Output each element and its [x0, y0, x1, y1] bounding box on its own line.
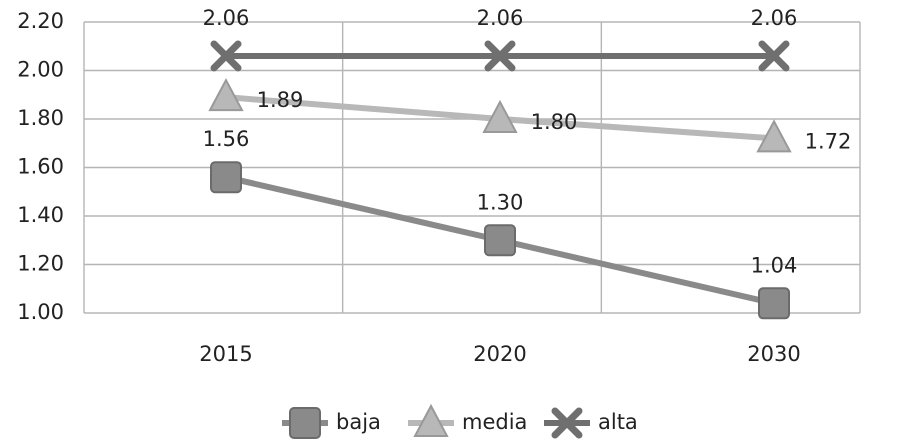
data-label-layer: 1.56 1.30 1.04 1.89 1.80 1.72 2.06 2.06 2.06 [203, 6, 852, 277]
x-axis-tick-labels: 2015 2020 2030 [199, 342, 800, 366]
marker-stroke [551, 407, 583, 439]
marker-stroke [758, 40, 790, 72]
legend-item-alta: alta [544, 407, 638, 439]
series-media [208, 78, 792, 153]
data-point-media [756, 119, 792, 153]
data-label-media: 1.80 [531, 110, 578, 134]
legend-label-media: media [462, 410, 527, 434]
y-tick-label: 1.20 [17, 252, 64, 276]
data-label-media: 1.89 [257, 88, 304, 112]
data-label-alta: 2.06 [751, 6, 798, 30]
data-point-baja [210, 161, 242, 194]
legend-marker-media [413, 403, 449, 437]
data-point-media [482, 99, 518, 133]
series-layer [208, 40, 792, 320]
y-tick-label: 1.60 [17, 155, 64, 179]
legend-label-baja: baja [336, 410, 381, 434]
data-point-media [208, 78, 244, 112]
data-label-baja: 1.04 [751, 253, 798, 277]
data-label-alta: 2.06 [203, 6, 250, 30]
y-axis-tick-labels: 1.00 1.20 1.40 1.60 1.80 2.00 2.20 [17, 9, 64, 324]
y-tick-label: 1.40 [17, 203, 64, 227]
y-tick-label: 1.00 [17, 300, 64, 324]
marker-stroke [210, 40, 242, 72]
data-point-alta [210, 40, 242, 72]
series-baja [210, 161, 790, 320]
data-label-baja: 1.30 [477, 190, 524, 214]
marker-stroke [484, 40, 516, 72]
data-label-baja: 1.56 [203, 127, 250, 151]
data-label-alta: 2.06 [477, 6, 524, 30]
legend-item-baja: baja [282, 407, 381, 439]
data-point-baja [484, 224, 516, 257]
data-label-media: 1.72 [805, 129, 852, 153]
legend-marker-baja [289, 407, 321, 439]
legend: baja media alta [282, 403, 638, 439]
y-tick-label: 2.20 [17, 9, 64, 33]
y-tick-label: 2.00 [17, 58, 64, 82]
data-point-baja [758, 287, 790, 320]
series-alta [210, 40, 790, 72]
grid [83, 21, 861, 314]
x-tick-label: 2015 [199, 342, 252, 366]
data-point-alta [758, 40, 790, 72]
legend-item-media: media [408, 403, 527, 437]
y-tick-label: 1.80 [17, 106, 64, 130]
legend-label-alta: alta [598, 410, 638, 434]
x-tick-label: 2020 [473, 342, 526, 366]
data-point-alta [484, 40, 516, 72]
legend-marker-alta [551, 407, 583, 439]
x-tick-label: 2030 [747, 342, 800, 366]
